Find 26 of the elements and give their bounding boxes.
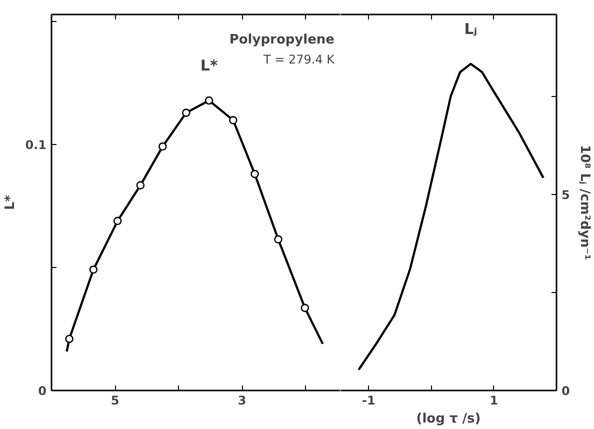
point xyxy=(229,116,238,124)
point xyxy=(158,142,167,151)
point xyxy=(65,334,74,344)
point xyxy=(204,96,214,105)
text: T = 279.4 K xyxy=(262,52,336,66)
x-axis-title: (log τ /s) xyxy=(416,412,481,426)
point xyxy=(250,170,259,178)
point xyxy=(274,235,282,244)
text: Polypropylene xyxy=(229,32,335,48)
series-label: Lⱼ xyxy=(464,20,478,38)
point xyxy=(89,265,98,274)
x-tick-label: 1 xyxy=(490,394,498,408)
y-tick-label: 0.1 xyxy=(25,138,47,152)
x-tick-label: -1 xyxy=(362,394,376,408)
y2-tick-label: 5 xyxy=(562,188,570,202)
line-series xyxy=(358,62,544,371)
point xyxy=(113,216,122,226)
point xyxy=(136,181,145,190)
series-label: L* xyxy=(200,56,218,75)
x-tick-label: 5 xyxy=(110,394,120,408)
y2-tick-label: 0 xyxy=(562,384,570,398)
point xyxy=(182,108,190,117)
x-tick-label: 3 xyxy=(238,394,246,408)
point xyxy=(300,304,310,312)
y2-axis-title: 10⁸ Lⱼ /cm²dyn⁻¹ xyxy=(576,144,592,260)
y-axis-title: L* xyxy=(3,194,18,210)
